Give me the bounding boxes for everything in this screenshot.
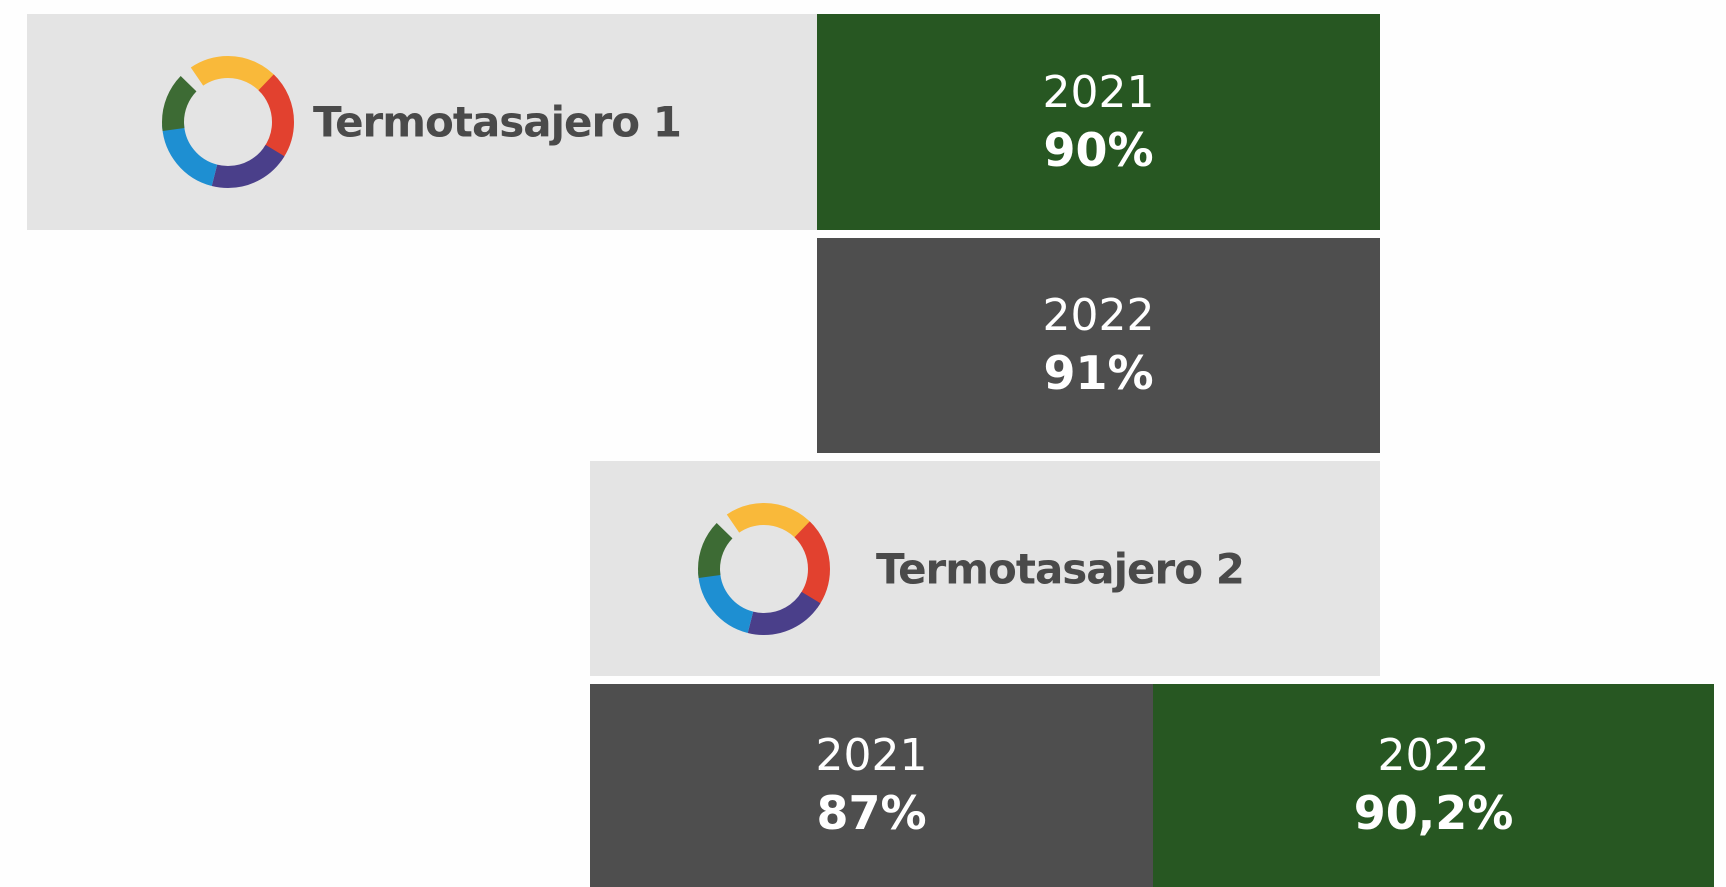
stat-card: 2022 91%: [817, 238, 1380, 453]
stat-card: 2021 87%: [590, 684, 1153, 887]
stat-card: 2022 90,2%: [1153, 684, 1714, 887]
stat-card: 2021 90%: [817, 14, 1380, 230]
year: 2022: [1042, 290, 1155, 341]
plant-name: Termotasajero 1: [313, 97, 682, 147]
plant-card: Termotasajero 2: [590, 461, 1380, 676]
logo: [158, 52, 298, 192]
year: 2021: [815, 730, 928, 781]
percentage: 87%: [816, 786, 927, 841]
plant-card: Termotasajero 1: [27, 14, 817, 230]
percentage: 90%: [1043, 122, 1154, 177]
year: 2022: [1377, 730, 1490, 781]
plant-name: Termotasajero 2: [876, 544, 1245, 593]
percentage: 91%: [1043, 346, 1154, 401]
logo: [694, 499, 834, 639]
year: 2021: [1042, 66, 1155, 118]
percentage: 90,2%: [1353, 786, 1514, 841]
